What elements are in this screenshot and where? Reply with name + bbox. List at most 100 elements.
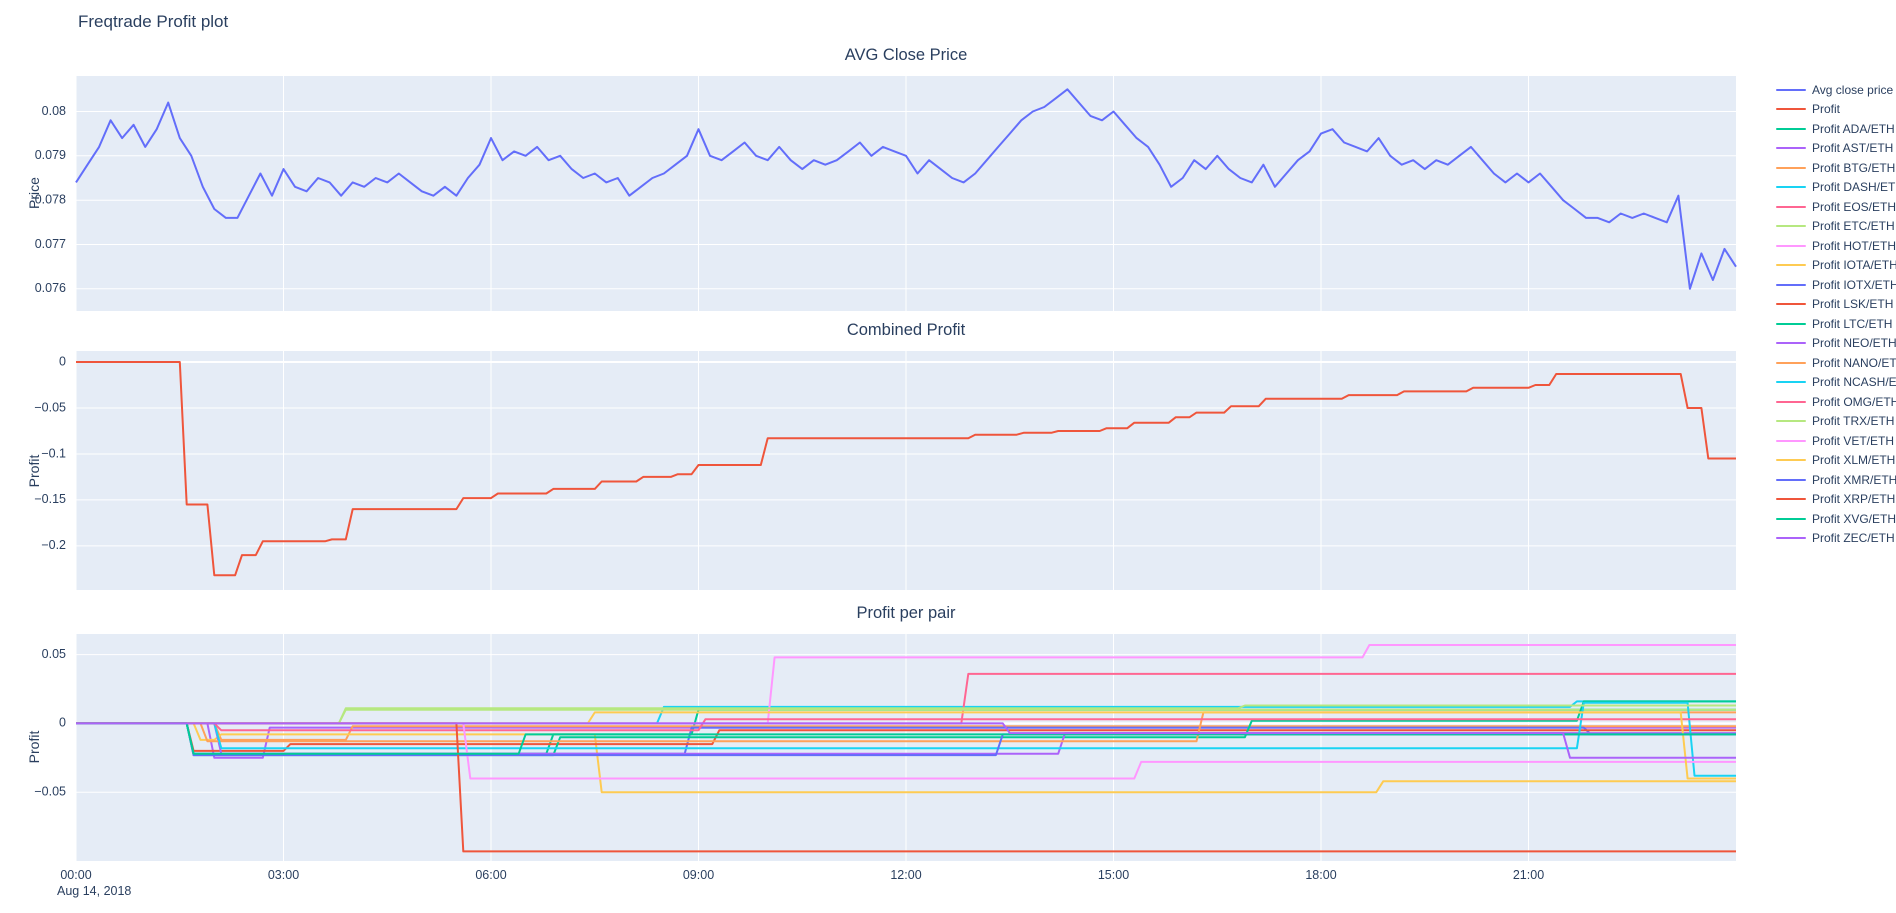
trace-profit[interactable] [76,361,1736,577]
combined-profit-plot[interactable]: 0 −0.05 −0.1 −0.15 −0.2 [34,351,1736,590]
legend-swatch-line [1776,244,1806,247]
legend-item[interactable]: Profit IOTA/ETH [1776,256,1896,276]
x-tick-label: 12:00 [890,868,921,882]
legend-item[interactable]: Profit AST/ETH [1776,139,1896,159]
legend-swatch-line [1776,322,1806,325]
legend-swatch-line [1776,361,1806,364]
trace-profit-ncash-eth[interactable] [76,701,1736,777]
legend-item[interactable]: Profit NEO/ETH [1776,334,1896,354]
legend-item[interactable]: Profit VET/ETH [1776,431,1896,451]
legend-label: Profit LSK/ETH [1812,297,1894,312]
legend-swatch-line [1776,88,1806,91]
legend-swatch-line [1776,537,1806,540]
profit-per-pair-title: Profit per pair [856,604,956,622]
legend-item[interactable]: Profit ZEC/ETH [1776,529,1896,549]
x-tick-label: 00:00 [60,868,91,882]
legend-item[interactable]: Profit NCASH/ETH [1776,373,1896,393]
legend-swatch-line [1776,166,1806,169]
avg-close-price-panel: AVG Close Price 0.076 0.077 0.078 0.079 0.08 [35,46,1737,311]
legend-label: Profit DASH/ETH [1812,180,1896,195]
legend-label: Profit BTG/ETH [1812,160,1896,175]
legend-swatch-line [1776,381,1806,384]
legend-swatch-line [1776,186,1806,189]
legend-swatch-line [1776,283,1806,286]
legend-item[interactable]: Profit DASH/ETH [1776,178,1896,198]
legend-label: Profit EOS/ETH [1812,199,1896,214]
y-axis-label-pair-profit: Profit [26,730,42,764]
legend-label: Profit LTC/ETH [1812,316,1893,331]
profit-per-pair-plot[interactable]: 0.05 0 −0.05 00:00 03:00 06:00 09:00 12:00 15:00… [34,634,1736,882]
legend-swatch-line [1776,517,1806,520]
y-tick-label: 0.078 [35,192,66,206]
avg-close-price-plot[interactable]: 0.076 0.077 0.078 0.079 0.08 [35,76,1737,311]
y-tick-label: 0 [59,716,66,730]
legend-label: Profit HOT/ETH [1812,238,1896,253]
legend-swatch-line [1776,127,1806,130]
legend-label: Profit ETC/ETH [1812,219,1895,234]
legend-item[interactable]: Profit LSK/ETH [1776,295,1896,315]
y-tick-label: 0.076 [35,281,66,295]
legend-item[interactable]: Avg close price [1776,80,1896,100]
legend-item[interactable]: Profit XMR/ETH [1776,470,1896,490]
legend-label: Profit VET/ETH [1812,433,1895,448]
legend-item[interactable]: Profit ADA/ETH [1776,119,1896,139]
legend-item[interactable]: Profit BTG/ETH [1776,158,1896,178]
legend-item[interactable]: Profit ETC/ETH [1776,217,1896,237]
legend-swatch-line [1776,108,1806,111]
legend-item[interactable]: Profit LTC/ETH [1776,314,1896,334]
legend-label: Profit [1812,102,1841,117]
y-tick-label: −0.15 [34,492,66,506]
legend-label: Profit XRP/ETH [1812,492,1896,507]
legend-item[interactable]: Profit EOS/ETH [1776,197,1896,217]
legend-swatch-line [1776,205,1806,208]
legend-item[interactable]: Profit XLM/ETH [1776,451,1896,471]
legend-label: Profit AST/ETH [1812,141,1894,156]
legend-label: Profit ADA/ETH [1812,121,1895,136]
trace-avg-close-price[interactable] [75,88,1737,290]
legend-item[interactable]: Profit XRP/ETH [1776,490,1896,510]
legend-swatch-line [1776,147,1806,150]
legend-item[interactable]: Profit NANO/ETH [1776,353,1896,373]
legend-swatch-line [1776,498,1806,501]
x-tick-label: 09:00 [683,868,714,882]
combined-profit-title: Combined Profit [846,321,966,339]
legend-label: Profit ZEC/ETH [1812,531,1895,546]
combined-profit-panel: Combined Profit 0 −0.05 −0.1 −0.15 −0.2 [34,321,1736,590]
x-tick-label: 21:00 [1513,868,1544,882]
legend-label: Profit IOTX/ETH [1812,277,1896,292]
legend-label: Profit NANO/ETH [1812,355,1896,370]
trace-profit-iota-eth[interactable] [76,722,1736,794]
legend-swatch-line [1776,225,1806,228]
legend-label: Profit TRX/ETH [1812,414,1895,429]
profit-per-pair-panel: Profit per pair 0.05 0 −0.05 00:00 03:00 06:0… [34,604,1736,882]
legend-label: Profit XVG/ETH [1812,511,1896,526]
page-title: Freqtrade Profit plot [78,12,229,31]
legend-swatch-line [1776,264,1806,267]
y-tick-label: −0.2 [41,538,66,552]
x-tick-label: 15:00 [1098,868,1129,882]
legend-label: Profit OMG/ETH [1812,394,1896,409]
legend-item[interactable]: Profit HOT/ETH [1776,236,1896,256]
legend-item[interactable]: Profit IOTX/ETH [1776,275,1896,295]
legend-swatch-line [1776,342,1806,345]
y-tick-label: 0.079 [35,148,66,162]
legend-label: Profit IOTA/ETH [1812,258,1896,273]
y-tick-label: 0 [59,354,66,368]
x-tick-label: 06:00 [475,868,506,882]
legend-label: Profit NEO/ETH [1812,336,1896,351]
legend-item[interactable]: Profit OMG/ETH [1776,392,1896,412]
trace-profit-zec-eth[interactable] [76,722,1736,759]
legend-swatch-line [1776,439,1806,442]
legend-item[interactable]: Profit XVG/ETH [1776,509,1896,529]
y-tick-label: 0.077 [35,237,66,251]
x-tick-label: 18:00 [1305,868,1336,882]
y-tick-label: −0.05 [34,400,66,414]
x-tick-label: 03:00 [268,868,299,882]
y-axis-label-combined-profit: Profit [26,454,42,488]
y-tick-label: −0.1 [41,446,66,460]
legend-item[interactable]: Profit [1776,100,1896,120]
legend-label: Profit XLM/ETH [1812,453,1896,468]
legend-label: Avg close price [1812,82,1894,97]
legend-swatch-line [1776,400,1806,403]
legend-item[interactable]: Profit TRX/ETH [1776,412,1896,432]
